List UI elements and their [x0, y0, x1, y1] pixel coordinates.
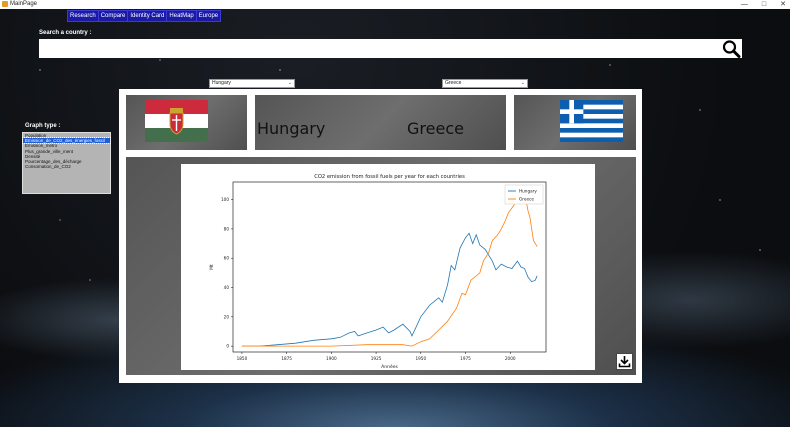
x-tick-label: 1875 — [281, 356, 292, 361]
legend-label: Hungary — [519, 189, 537, 194]
graph-type-option[interactable]: Population — [25, 133, 47, 138]
graph-type-option[interactable]: Pourcentage_des_décharge — [25, 159, 82, 165]
chart-title: CO2 emission from fossil fuels per year … — [314, 174, 465, 180]
download-button[interactable] — [616, 353, 633, 370]
x-tick-label: 1975 — [460, 356, 471, 361]
graph-type-option[interactable]: Plus_grande_ville_ment — [25, 148, 74, 154]
y-tick-label: 60 — [224, 256, 230, 261]
chart-card: CO2 emission from fossil fuels per year … — [126, 157, 636, 375]
comparison-panel: Hungary Greece CO2 emission from fossil … — [119, 89, 642, 383]
graph-type-option[interactable]: Densité — [25, 153, 41, 159]
nav-heatmap[interactable]: HeatMap — [167, 11, 197, 21]
maximize-icon[interactable]: □ — [761, 1, 767, 8]
right-country-value: Greece — [445, 80, 462, 86]
nav-bar: Research Compare Identity Card HeatMap E… — [67, 10, 222, 22]
right-country-name: Greece — [407, 119, 464, 138]
title-bar: MainPage — □ ✕ — [0, 0, 790, 9]
nav-research[interactable]: Research — [68, 11, 99, 21]
y-tick-label: 20 — [224, 314, 230, 319]
plot-area — [232, 181, 547, 353]
x-tick-label: 1950 — [415, 356, 426, 361]
x-tick-label: 1900 — [326, 356, 337, 361]
right-flag-card — [514, 95, 636, 150]
app-icon — [2, 1, 8, 7]
graph-type-option[interactable]: Consomation_de_CO2 — [25, 164, 71, 170]
left-country-name: Hungary — [257, 119, 326, 138]
close-icon[interactable]: ✕ — [780, 1, 786, 8]
country-names-card: Hungary Greece — [255, 95, 506, 150]
window-controls: — □ ✕ — [741, 0, 786, 9]
hungary-flag-icon — [145, 100, 208, 142]
magnifier-icon — [722, 40, 741, 58]
y-tick-label: 80 — [224, 226, 230, 231]
x-axis-label: Années — [381, 363, 398, 370]
left-country-select[interactable]: Hungary ⌄ — [209, 79, 295, 88]
left-country-value: Hungary — [212, 80, 231, 86]
graph-type-option[interactable]: Emission_metro — [25, 143, 58, 149]
y-tick-label: 40 — [224, 285, 230, 290]
search-button[interactable] — [721, 39, 742, 58]
y-axis-label: Mt — [209, 264, 215, 270]
y-tick-label: 0 — [226, 344, 229, 349]
graph-type-option-selected[interactable]: Emission_de_CO2_des_énergies_fossil — [22, 137, 111, 145]
search-label: Search a country : — [39, 30, 92, 36]
nav-compare[interactable]: Compare — [99, 11, 129, 21]
x-tick-label: 1850 — [237, 356, 248, 361]
chevron-down-icon: ⌄ — [287, 80, 292, 86]
graph-type-label: Graph type : — [25, 123, 61, 129]
co2-line-chart: CO2 emission from fossil fuels per year … — [209, 174, 547, 370]
nav-europe[interactable]: Europe — [198, 13, 219, 19]
download-icon — [617, 354, 632, 369]
graph-type-list[interactable]: Population Emission_de_CO2_des_énergies_… — [22, 132, 111, 194]
search-input[interactable] — [39, 39, 721, 58]
chart-container: CO2 emission from fossil fuels per year … — [181, 164, 595, 370]
minimize-icon[interactable]: — — [740, 1, 748, 8]
nav-identity-card[interactable]: Identity Card — [128, 11, 168, 21]
right-country-select[interactable]: Greece ⌄ — [442, 79, 528, 88]
y-tick-label: 100 — [221, 197, 229, 202]
chevron-down-icon: ⌄ — [520, 80, 525, 86]
x-tick-label: 2000 — [505, 356, 516, 361]
legend-label: Greece — [519, 197, 534, 202]
window-title: MainPage — [10, 1, 38, 7]
series-line-hungary — [241, 232, 538, 347]
x-tick-label: 1925 — [371, 356, 382, 361]
left-flag-card — [126, 95, 247, 150]
greece-flag-icon — [560, 100, 623, 142]
